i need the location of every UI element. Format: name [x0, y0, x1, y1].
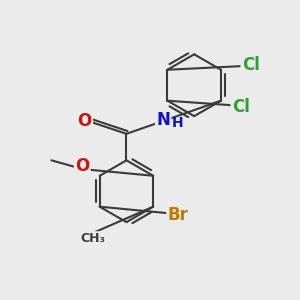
Text: O: O: [75, 157, 89, 175]
Text: H: H: [172, 116, 183, 130]
Text: Br: Br: [167, 206, 188, 224]
Text: N: N: [156, 111, 170, 129]
Text: Cl: Cl: [232, 98, 250, 116]
Text: O: O: [77, 112, 92, 130]
Text: CH₃: CH₃: [80, 232, 105, 245]
Text: Cl: Cl: [242, 56, 260, 74]
